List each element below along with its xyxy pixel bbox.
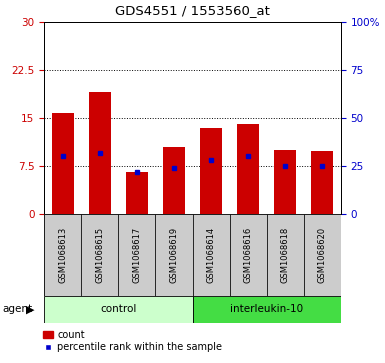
Bar (126, 172, 148, 214)
Bar (52, 113, 74, 214)
FancyBboxPatch shape (229, 214, 267, 296)
FancyBboxPatch shape (81, 214, 119, 296)
FancyBboxPatch shape (192, 214, 229, 296)
Legend: count, percentile rank within the sample: count, percentile rank within the sample (40, 326, 226, 356)
FancyBboxPatch shape (304, 214, 341, 296)
Text: GDS4551 / 1553560_at: GDS4551 / 1553560_at (115, 4, 270, 17)
Text: agent: agent (2, 305, 32, 314)
FancyBboxPatch shape (44, 214, 81, 296)
Text: GSM1068620: GSM1068620 (318, 227, 327, 283)
Bar (163, 147, 185, 214)
Text: GSM1068617: GSM1068617 (132, 227, 141, 283)
Text: GSM1068614: GSM1068614 (206, 227, 216, 283)
Text: control: control (100, 305, 137, 314)
Text: interleukin-10: interleukin-10 (230, 305, 303, 314)
FancyBboxPatch shape (267, 214, 304, 296)
Bar (237, 125, 259, 214)
FancyBboxPatch shape (44, 296, 192, 323)
Text: GSM1068616: GSM1068616 (244, 227, 253, 283)
Text: GSM1068619: GSM1068619 (169, 227, 179, 283)
FancyBboxPatch shape (192, 296, 341, 323)
Bar (200, 128, 222, 214)
Text: GSM1068618: GSM1068618 (281, 227, 290, 283)
Text: GSM1068613: GSM1068613 (58, 227, 67, 283)
Text: ▶: ▶ (26, 305, 35, 314)
Bar (274, 150, 296, 214)
FancyBboxPatch shape (119, 214, 156, 296)
FancyBboxPatch shape (44, 214, 341, 296)
Bar (311, 151, 333, 214)
Text: GSM1068615: GSM1068615 (95, 227, 104, 283)
FancyBboxPatch shape (156, 214, 192, 296)
Bar (89, 92, 111, 214)
